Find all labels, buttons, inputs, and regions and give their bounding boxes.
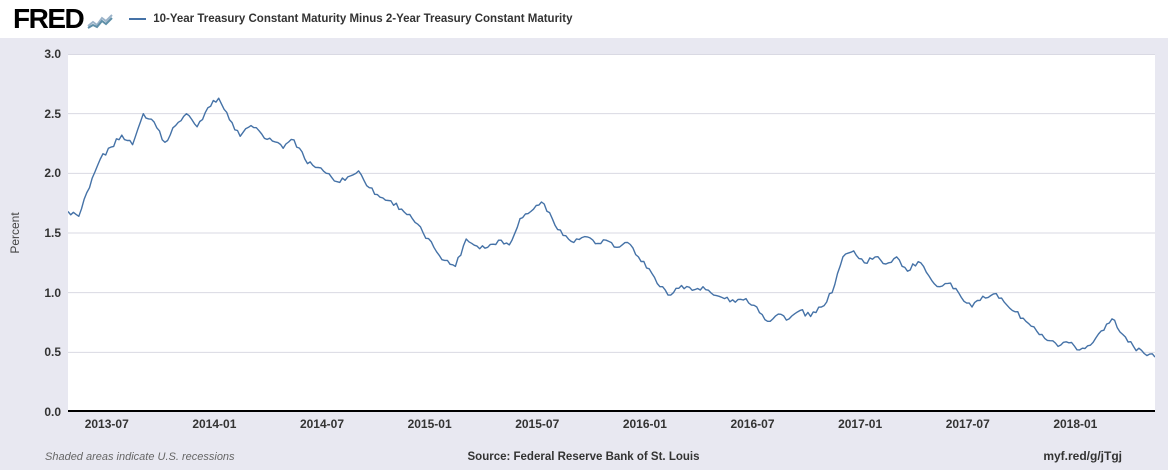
x-tick-label: 2016-07 (730, 417, 775, 431)
x-tick-label: 2013-07 (84, 417, 129, 431)
fred-sparkline-icon (87, 13, 113, 29)
x-tick-label: 2018-01 (1053, 417, 1098, 431)
x-tick-label: 2015-01 (407, 417, 452, 431)
y-tick-label: 1.5 (44, 226, 61, 240)
fred-logo: FRED (13, 3, 85, 34)
line-chart (67, 54, 1156, 412)
y-tick-label: 1.0 (44, 285, 61, 300)
x-tick-label: 2015-07 (515, 417, 560, 431)
x-tick-label: 2017-07 (945, 417, 990, 431)
y-tick-label: 0.0 (44, 405, 61, 419)
legend: 10-Year Treasury Constant Maturity Minus… (129, 13, 572, 25)
series-line (67, 97, 1156, 358)
source-text: Source: Federal Reserve Bank of St. Loui… (467, 451, 700, 463)
short-link[interactable]: myf.red/g/jTgj (1043, 449, 1122, 463)
header: FRED 10-Year Treasury Constant Maturity … (0, 0, 1168, 38)
x-tick-label: 2017-01 (838, 417, 883, 431)
y-tick-label: 2.5 (44, 106, 61, 121)
x-tick-label: 2016-01 (622, 417, 667, 431)
y-tick-label: 3.0 (44, 47, 61, 61)
plot-area (67, 54, 1156, 412)
y-tick-label: 0.5 (44, 345, 61, 360)
x-tick-label: 2014-07 (299, 417, 345, 431)
footer: Shaded areas indicate U.S. recessions So… (45, 449, 1122, 463)
x-tick-label: 2014-01 (192, 417, 237, 431)
legend-line-swatch (129, 18, 147, 20)
series-title: 10-Year Treasury Constant Maturity Minus… (153, 13, 573, 25)
recession-note: Shaded areas indicate U.S. recessions (45, 451, 235, 463)
y-tick-label: 2.0 (44, 166, 61, 181)
